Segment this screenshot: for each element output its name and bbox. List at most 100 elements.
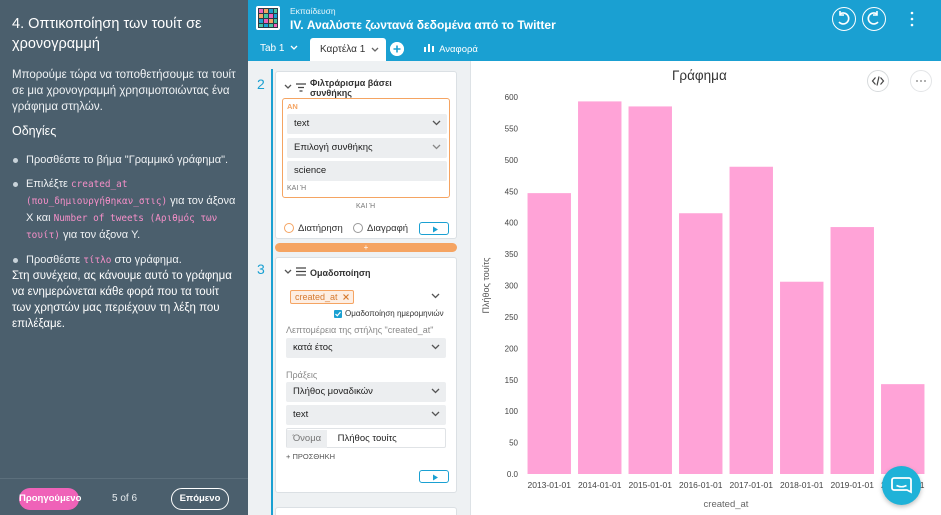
- y-tick-label: 500: [505, 156, 519, 165]
- chevron-down-icon: [371, 47, 379, 52]
- y-axis-label: Πλήθος τουίτς: [481, 257, 491, 314]
- chat-support-button[interactable]: [882, 466, 921, 505]
- redo-button[interactable]: [862, 7, 886, 31]
- chevron-down-icon: [432, 144, 441, 150]
- next-step-card[interactable]: [275, 507, 457, 515]
- next-button[interactable]: Επόμενο: [171, 488, 229, 510]
- tab-label: Tab 1: [260, 43, 285, 54]
- column-chip[interactable]: created_at: [290, 290, 355, 304]
- tutorial-title: 4. Οπτικοποίηση των τουίτ σε χρονογραμμή: [12, 16, 202, 52]
- remove-chip-icon[interactable]: [343, 294, 349, 300]
- y-tick-label: 250: [505, 313, 519, 322]
- add-tab-icon[interactable]: [390, 42, 404, 56]
- operation-column-select[interactable]: text: [286, 405, 446, 425]
- undo-icon: [838, 11, 850, 25]
- steps-rail: [271, 69, 273, 515]
- y-tick-label: 50: [509, 439, 518, 448]
- column-select[interactable]: text: [287, 114, 447, 134]
- and-or-toggle[interactable]: ΚΑΙ Ή: [356, 203, 376, 210]
- tab-label: Αναφορά: [439, 44, 478, 55]
- y-tick-label: 450: [505, 187, 519, 196]
- chevron-down-icon: [290, 45, 298, 50]
- condition-select[interactable]: Επιλογή συνθήκης: [287, 138, 447, 158]
- x-tick-label: 2017-01-01: [730, 480, 774, 490]
- bar-2015-01-01: [628, 106, 672, 475]
- select-value: text: [293, 409, 309, 420]
- chevron-down-icon: [431, 293, 440, 299]
- step-number: 2: [257, 76, 265, 92]
- instruction-item: Προσθέστε τίτλο στο γράφημα.: [12, 252, 240, 269]
- previous-button[interactable]: Προηγούμενο: [19, 488, 81, 510]
- group-icon: [296, 267, 306, 276]
- steps-panel: 2 Φιλτράρισμα βάσει συνθήκης ΑΝ text Επι…: [248, 61, 471, 515]
- x-tick-label: 2013-01-01: [528, 480, 572, 490]
- workflow-category: Εκπαίδευση: [290, 6, 336, 16]
- y-tick-label: 300: [505, 282, 519, 291]
- workflow-logo-icon[interactable]: [256, 6, 280, 30]
- collapse-chevron-icon[interactable]: [284, 269, 292, 275]
- code-view-button[interactable]: [867, 70, 889, 92]
- condition-group: ΑΝ text Επιλογή συνθήκης science ΚΑΙ Ή: [282, 98, 450, 198]
- tab-report[interactable]: Αναφορά: [424, 43, 478, 55]
- x-tick-label: 2016-01-01: [679, 480, 723, 490]
- tab-bar: Tab 1 Καρτέλα 1 Αναφορά: [248, 38, 941, 61]
- add-operation-button[interactable]: + ΠΡΟΣΘΗΚΗ: [286, 452, 335, 461]
- more-menu-icon[interactable]: [908, 10, 916, 28]
- instruction-text: Προσθέστε: [26, 254, 81, 266]
- value-input[interactable]: science: [287, 161, 447, 181]
- bar-2013-01-01: [527, 193, 571, 474]
- collapse-chevron-icon[interactable]: [284, 84, 292, 90]
- select-value: Επιλογή συνθήκης: [294, 142, 373, 153]
- bar-2016-01-01: [679, 213, 723, 474]
- report-chart-icon: [424, 44, 434, 52]
- y-tick-label: 600: [505, 93, 519, 102]
- keep-label: Διατήρηση: [298, 223, 343, 234]
- operations-label: Πράξεις: [286, 370, 318, 380]
- and-or-toggle[interactable]: ΚΑΙ Ή: [287, 185, 307, 192]
- instruction-item: Προσθέστε το βήμα "Γραμμικό γράφημα".: [12, 152, 240, 168]
- granularity-select[interactable]: κατά έτος: [286, 338, 446, 358]
- keep-radio[interactable]: [284, 223, 294, 233]
- tutorial-footer: Προηγούμενο 5 of 6 Επόμενο: [0, 478, 248, 515]
- select-value: κατά έτος: [293, 342, 333, 353]
- tutorial-outro: Στη συνέχεια, ας κάνουμε αυτό το γράφημα…: [12, 270, 232, 330]
- chevron-down-icon: [431, 344, 440, 350]
- play-icon: [433, 226, 438, 233]
- chart-options-button[interactable]: [910, 70, 932, 92]
- step-title: Ομαδοποίηση: [310, 268, 371, 278]
- filter-icon: [296, 83, 306, 92]
- instruction-item: Επιλέξτε created_at (που_δημιουργήθηκαν_…: [12, 176, 240, 244]
- group-column-select[interactable]: created_at: [286, 287, 446, 307]
- chat-bubble-icon: [891, 477, 912, 494]
- tutorial-panel: 4. Οπτικοποίηση των τουίτ σε χρονογραμμή…: [0, 0, 248, 515]
- operation-select[interactable]: Πλήθος μοναδικών: [286, 382, 446, 402]
- x-tick-label: 2019-01-01: [831, 480, 875, 490]
- x-tick-label: 2014-01-01: [578, 480, 622, 490]
- y-tick-label: 350: [505, 250, 519, 259]
- step-number: 3: [257, 261, 265, 277]
- plus-icon: +: [286, 452, 293, 461]
- add-step-between-button[interactable]: +: [275, 243, 457, 252]
- group-step-card[interactable]: Ομαδοποίηση created_at Ομαδοποίηση ημερο…: [275, 257, 457, 493]
- if-label: ΑΝ: [287, 102, 298, 111]
- delete-radio[interactable]: [353, 223, 363, 233]
- instruction-code: Number of tweets (Αριθμός των τουίτ): [26, 213, 218, 241]
- tab-tab1[interactable]: Tab 1: [260, 43, 298, 54]
- bar-2014-01-01: [578, 101, 622, 475]
- checkbox-checked-icon[interactable]: [334, 310, 342, 318]
- name-field[interactable]: Όνομα Πλήθος τουίτς: [286, 428, 446, 448]
- y-tick-label: 150: [505, 376, 519, 385]
- y-tick-label: 400: [505, 219, 519, 228]
- y-tick-label: 0.0: [507, 470, 519, 479]
- undo-button[interactable]: [832, 7, 856, 31]
- run-step-button[interactable]: [419, 222, 449, 235]
- filter-step-card[interactable]: Φιλτράρισμα βάσει συνθήκης ΑΝ text Επιλο…: [275, 71, 457, 239]
- redo-icon: [867, 11, 879, 25]
- tab-label: Καρτέλα 1: [320, 44, 366, 55]
- tab-active[interactable]: Καρτέλα 1: [310, 38, 386, 61]
- code-icon: [871, 76, 885, 86]
- chevron-down-icon: [431, 411, 440, 417]
- input-value: science: [294, 165, 327, 176]
- bar-chart: 0.0 50 100 150 200 250 300 350 400 450 500 550 600 Πλ…: [481, 93, 925, 510]
- run-step-button[interactable]: [419, 470, 449, 483]
